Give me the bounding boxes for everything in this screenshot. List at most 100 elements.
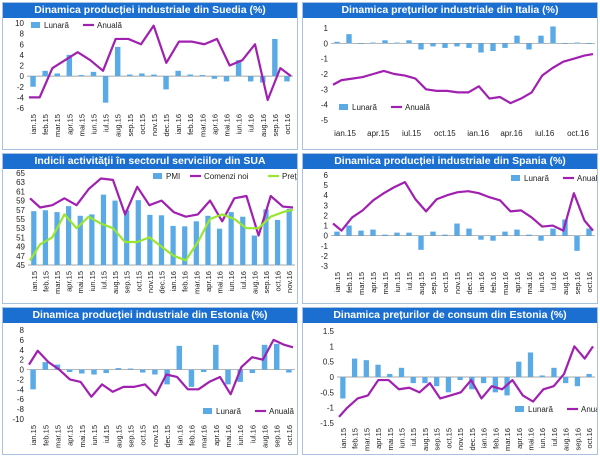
- x-tick-label: iul.15: [99, 271, 108, 289]
- bar: [147, 214, 153, 265]
- bar: [550, 26, 556, 44]
- legend-swatch: [203, 408, 212, 414]
- bar: [115, 368, 122, 370]
- x-tick-label: aug.15: [417, 272, 426, 295]
- y-tick-label: -4: [17, 93, 25, 102]
- x-tick-label: nov.15: [151, 425, 160, 447]
- legend-label: Anuală: [577, 174, 598, 183]
- x-tick-label: feb.16: [491, 428, 500, 449]
- y-tick-label: 1: [324, 24, 329, 33]
- y-tick-label: -3: [321, 85, 329, 94]
- bar: [394, 232, 400, 236]
- x-tick-label: iul.16: [248, 425, 257, 443]
- y-tick-label: 55: [16, 215, 25, 224]
- bar: [66, 369, 73, 373]
- x-tick-label: aug.16: [261, 425, 270, 448]
- x-tick-label: feb.15: [41, 114, 50, 135]
- x-tick-label: apr.15: [367, 129, 390, 138]
- x-tick-label: apr.15: [369, 272, 378, 293]
- chart-title: Dinamica prețurilor industriale din Ital…: [303, 3, 597, 18]
- bar: [454, 43, 460, 47]
- bar: [182, 226, 188, 265]
- bar: [228, 212, 234, 265]
- y-tick-label: 6: [324, 171, 329, 180]
- bar: [187, 74, 193, 77]
- bar: [151, 74, 157, 77]
- x-tick-label: mar.16: [192, 271, 201, 294]
- x-tick-label: feb.16: [186, 114, 195, 135]
- x-tick-label: ian.16: [477, 272, 486, 292]
- y-tick-label: 0: [324, 232, 329, 241]
- x-tick-label: ian.15: [333, 272, 342, 292]
- y-tick-label: 53: [16, 224, 25, 233]
- x-tick-label: sep.15: [127, 425, 136, 448]
- bar: [457, 377, 463, 381]
- series-line-0: [28, 338, 294, 398]
- bar: [176, 345, 183, 370]
- x-tick-label: ian.16: [480, 428, 489, 448]
- bar: [466, 228, 472, 236]
- bar: [516, 361, 522, 377]
- x-tick-label: oct.15: [139, 425, 148, 445]
- bar: [42, 210, 49, 265]
- x-tick-label: aug.15: [111, 271, 120, 294]
- x-tick-label: dec.15: [465, 272, 474, 295]
- bar: [89, 214, 95, 265]
- y-tick-label: 51: [16, 233, 25, 242]
- bar: [430, 231, 436, 236]
- legend-label: Comenzi noi: [204, 172, 249, 181]
- bar: [251, 235, 257, 265]
- estonia-cpi-panel: Dinamica prețurilor de consum din Estoni…: [302, 307, 598, 455]
- x-tick-label: mar.15: [53, 114, 62, 137]
- bar: [539, 375, 545, 377]
- x-tick-label: oct.15: [134, 271, 143, 291]
- x-tick-label: oct.16: [585, 428, 594, 448]
- bar: [492, 377, 498, 393]
- x-tick-label: sep.15: [429, 272, 438, 295]
- bar: [586, 228, 592, 236]
- y-tick-label: 6: [20, 40, 25, 49]
- bar: [42, 70, 48, 77]
- bar: [240, 216, 246, 265]
- bar: [574, 235, 580, 251]
- x-tick-label: mai.16: [223, 114, 232, 137]
- chart-title: Indicii activităţii în sectorul servicii…: [3, 154, 297, 169]
- bar: [434, 377, 440, 387]
- x-tick-label: ian.15: [334, 129, 356, 138]
- y-tick-label: 6: [20, 336, 25, 345]
- bar: [54, 212, 60, 265]
- x-tick-label: dec.15: [468, 428, 477, 451]
- x-tick-label: oct.16: [285, 425, 294, 445]
- y-tick-label: 65: [16, 169, 25, 178]
- x-tick-label: ian.16: [169, 271, 178, 291]
- bar: [370, 42, 376, 44]
- bar: [445, 377, 452, 393]
- series-line-0: [332, 180, 594, 232]
- bar: [382, 234, 388, 236]
- x-tick-label: ian.15: [30, 271, 39, 291]
- y-tick-label: -3: [321, 262, 329, 271]
- bar: [216, 228, 223, 265]
- bar: [538, 235, 544, 241]
- x-tick-label: ian.15: [339, 428, 348, 448]
- x-tick-label: iul.16: [550, 428, 559, 446]
- bar: [66, 54, 73, 77]
- bar: [490, 43, 496, 51]
- y-tick-label: 4: [324, 191, 329, 200]
- bar: [430, 43, 436, 47]
- x-tick-label: apr.16: [212, 425, 221, 446]
- chart-title: Dinamica producției industriale din Sued…: [3, 3, 297, 18]
- bar: [263, 209, 269, 265]
- bar: [114, 46, 121, 77]
- bar: [188, 369, 195, 387]
- y-tick-label: 3: [324, 201, 329, 210]
- bar: [387, 373, 393, 377]
- x-tick-label: oct.15: [441, 272, 450, 292]
- y-tick-label: 2: [324, 211, 329, 220]
- x-tick-label: iun.16: [538, 428, 547, 448]
- x-tick-label: apr.15: [65, 114, 74, 135]
- y-tick-label: 8: [20, 326, 25, 335]
- x-tick-label: sep.16: [271, 114, 280, 137]
- bar: [478, 235, 484, 240]
- y-tick-label: 0: [20, 72, 25, 81]
